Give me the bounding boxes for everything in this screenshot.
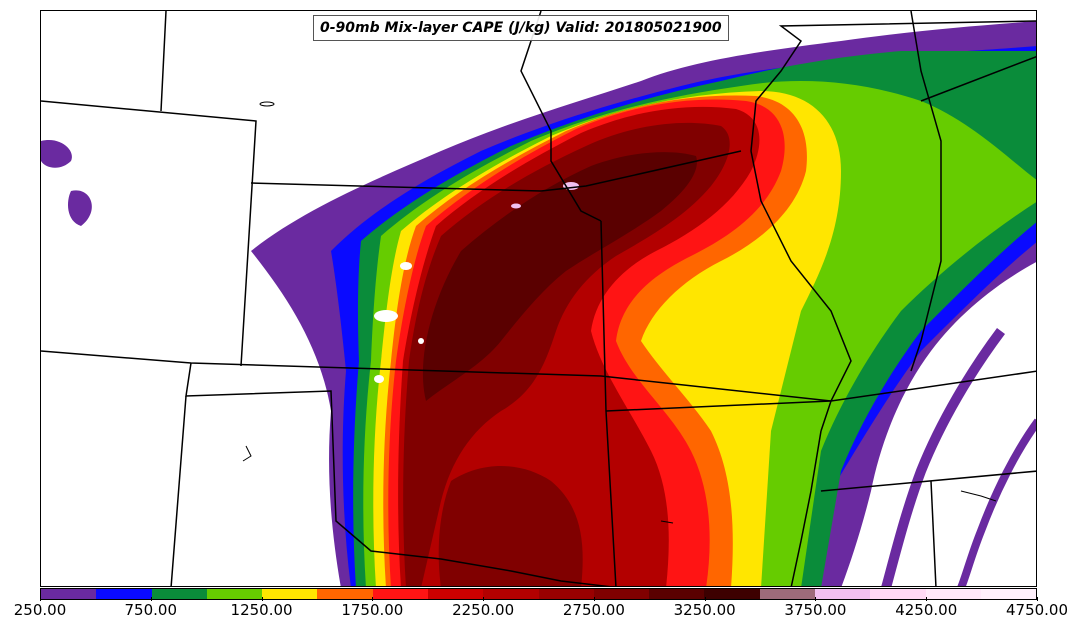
dryline-gap-2 — [400, 262, 412, 270]
state-border-15 — [930, 480, 937, 586]
colorbar-segment — [427, 589, 484, 599]
state-border-12 — [910, 11, 942, 372]
colorbar-tick-label: 2750.00 — [562, 601, 625, 619]
colorbar-tick-label: 2250.00 — [452, 601, 515, 619]
lake-4 — [960, 490, 997, 502]
lake-3 — [660, 520, 674, 524]
colorbar-tick-labels: 250.00 750.00 1250.00 1750.00 2250.00 2750.00… — [0, 601, 1081, 625]
colorbar-tick-label: 1750.00 — [341, 601, 404, 619]
colorbar-tick-mark — [1037, 597, 1038, 601]
dryline-gap-3 — [374, 375, 384, 383]
colorbar-tick-mark — [261, 597, 263, 601]
colorbar-tick-label: 250.00 — [13, 601, 67, 619]
colorbar-tick-label: 3250.00 — [673, 601, 736, 619]
colorbar-segment — [925, 589, 981, 599]
state-border-13 — [920, 55, 1036, 102]
colorbar-tick-mark — [926, 597, 928, 601]
colorbar-segment — [593, 589, 650, 599]
state-boundaries — [41, 11, 1036, 586]
colorbar-tick-mark — [483, 597, 485, 601]
contour-streak-2 — [957, 418, 1036, 586]
state-border-3 — [41, 350, 1036, 402]
state-border-6 — [170, 395, 187, 586]
colorbar-segment — [372, 589, 428, 599]
map-panel — [40, 10, 1037, 587]
dryline-gap — [374, 310, 398, 322]
state-border-8 — [520, 11, 602, 222]
contour-south-core — [438, 466, 583, 586]
lake-2 — [242, 445, 252, 462]
lake — [259, 101, 275, 107]
state-border-5 — [185, 362, 611, 586]
state-border-14 — [820, 470, 1036, 492]
colorbar-tick-mark — [593, 597, 595, 601]
contour-4750 — [422, 152, 697, 401]
cape-contours — [41, 21, 1036, 586]
contour-pink-speck-2 — [511, 203, 521, 209]
colorbar-tick-mark — [40, 597, 41, 601]
colorbar-tick-label: 3750.00 — [784, 601, 847, 619]
colorbar-segment — [814, 589, 871, 599]
colorbar-tick-mark — [704, 597, 706, 601]
state-border-2 — [160, 11, 167, 112]
colorbar-tick-marks — [0, 597, 1081, 602]
colorbar-segment — [538, 589, 594, 599]
state-border-9 — [750, 20, 1036, 152]
dryline-gap-4 — [418, 338, 424, 344]
colorbar-segment — [151, 589, 207, 599]
colorbar-tick-label: 750.00 — [124, 601, 178, 619]
colorbar-segment — [649, 589, 705, 599]
colorbar-tick-mark — [815, 597, 817, 601]
lakes — [242, 101, 997, 524]
contour-streak — [881, 328, 1006, 586]
state-border-4 — [250, 150, 742, 192]
colorbar-segment — [704, 589, 760, 599]
colorbar-segment — [262, 589, 318, 599]
state-border-11 — [605, 400, 832, 412]
colorbar-segment — [206, 589, 263, 599]
colorbar-segment — [980, 589, 1037, 599]
map-title: 0-90mb Mix-layer CAPE (J/kg) Valid: 2018… — [313, 15, 729, 41]
state-border — [41, 100, 257, 367]
colorbar-tick-label: 4750.00 — [1005, 601, 1069, 619]
colorbar — [40, 588, 1037, 600]
colorbar-segment — [483, 589, 539, 599]
colorbar-tick-label: 1250.00 — [230, 601, 293, 619]
colorbar-tick-mark — [150, 597, 152, 601]
colorbar-segment — [41, 589, 97, 599]
colorbar-segment — [317, 589, 373, 599]
colorbar-tick-mark — [372, 597, 374, 601]
colorbar-tick-label: 4250.00 — [895, 601, 958, 619]
state-border-16 — [790, 430, 822, 586]
colorbar-segment — [759, 589, 815, 599]
cape-map — [41, 11, 1036, 586]
contour-250-west — [41, 140, 92, 226]
colorbar-segment — [96, 589, 152, 599]
colorbar-segment — [870, 589, 926, 599]
